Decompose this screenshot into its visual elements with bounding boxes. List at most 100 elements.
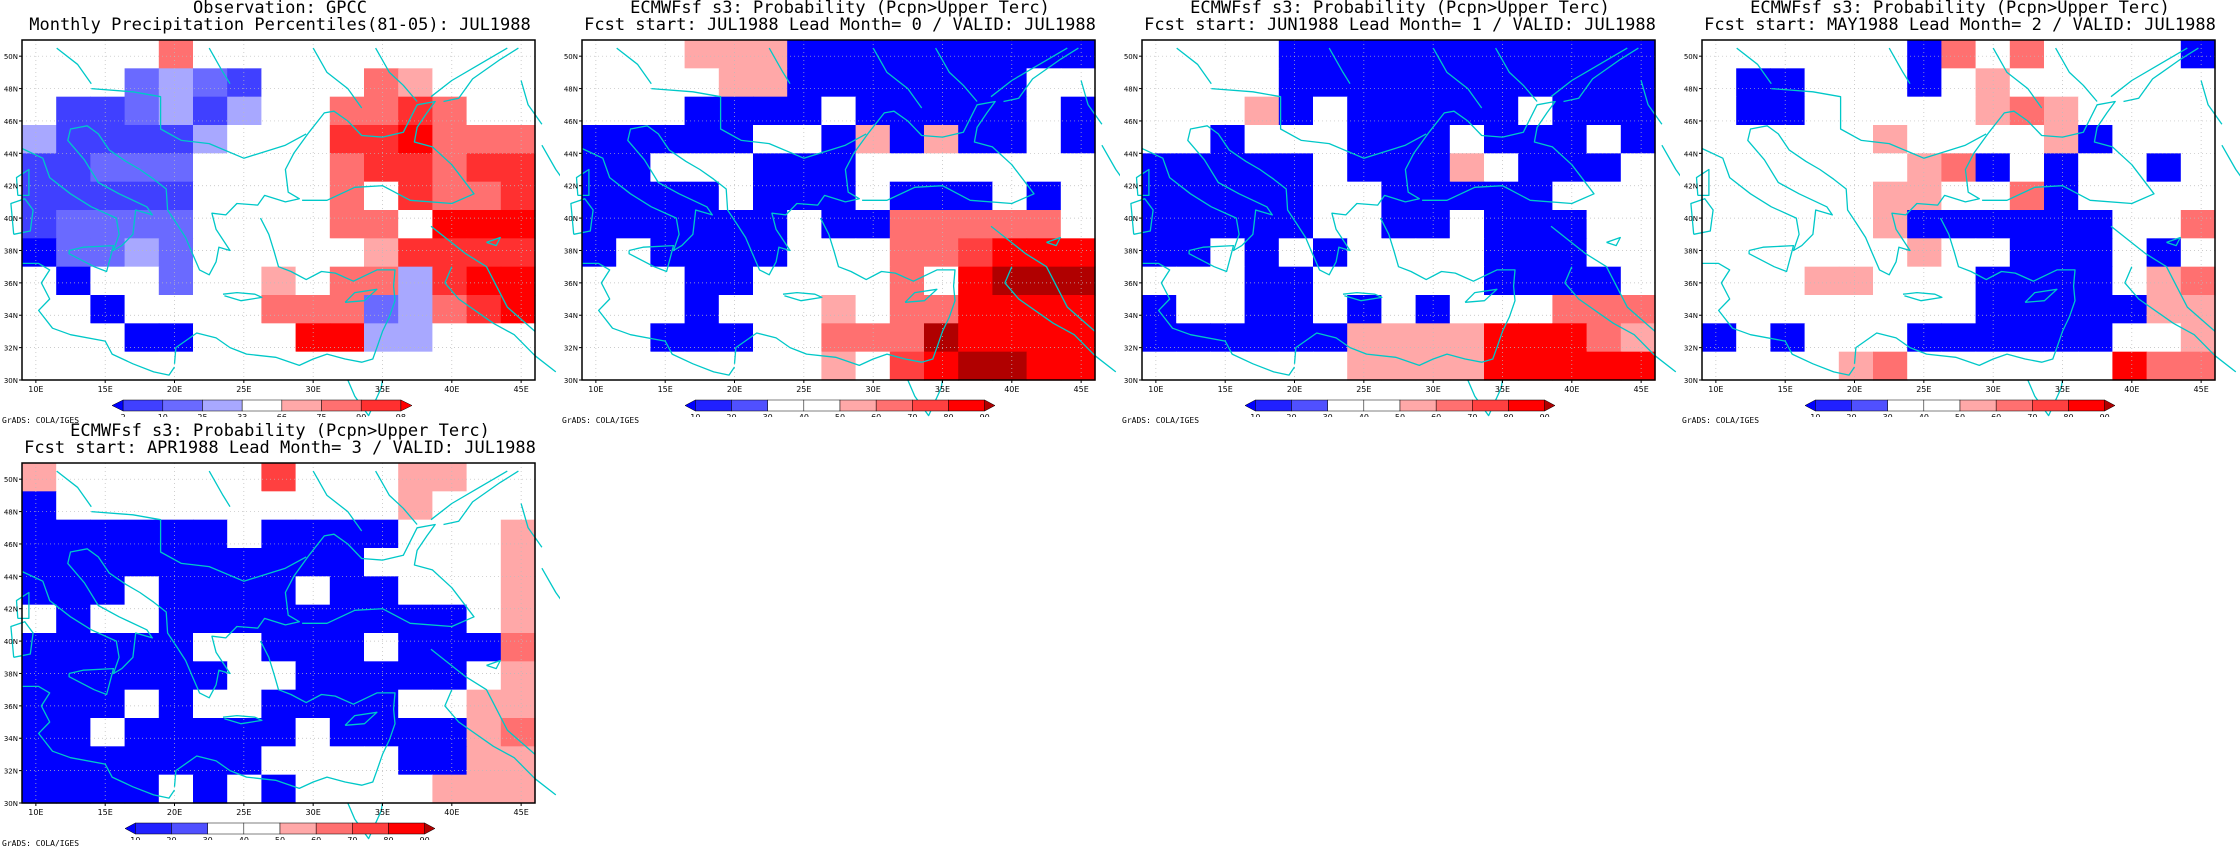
grid-cell: [500, 351, 536, 381]
grid-cell: [582, 266, 617, 296]
lat-tick-label: 42N: [564, 183, 578, 191]
lon-tick-label: 40E: [1564, 385, 1579, 394]
grid-cell: [1552, 351, 1588, 381]
lat-tick-label: 40N: [4, 215, 18, 223]
grid-cell: [924, 295, 959, 324]
legend-label: 90: [1540, 413, 1550, 417]
coastline: [1695, 168, 1710, 197]
grads-credit: GrADS: COLA/IGES: [2, 416, 80, 425]
grid-cell: [2112, 96, 2148, 126]
coastline: [22, 685, 176, 799]
grid-cell: [227, 519, 262, 549]
grid-cell: [1941, 210, 1977, 239]
grid-cell: [2044, 351, 2079, 381]
coastline: [1130, 198, 1154, 235]
color-legend: 2 10 25 33 66 75 90 98: [111, 399, 413, 417]
coastline: [1748, 244, 1795, 273]
grid-cell: [193, 689, 228, 719]
grid-cell: [1941, 238, 1977, 268]
grid-cell: [364, 96, 399, 126]
grid-cell: [1586, 238, 1622, 268]
grid-cell: [1142, 181, 1177, 211]
coastline: [1661, 144, 1680, 177]
coastline: [91, 510, 307, 582]
legend-swatch: [1399, 399, 1437, 412]
grid-cells: [1702, 40, 2216, 381]
legend-label: 30: [203, 836, 213, 840]
grid-cell: [500, 40, 536, 69]
grid-cell: [295, 266, 331, 296]
coastline: [1563, 47, 1639, 103]
grid-cell: [787, 40, 822, 69]
grid-cell: [432, 351, 468, 381]
grid-cell: [1770, 295, 1806, 324]
panel-title: ECMWFsf s3: Probability (Pcpn>Upper Terc…: [1120, 0, 1680, 34]
lat-tick-label: 48N: [4, 86, 18, 94]
grid-cell: [1484, 153, 1519, 183]
grid-cell: [500, 266, 536, 296]
grid-cell: [650, 266, 686, 296]
coastline: [1992, 47, 2043, 109]
grid-cell: [329, 266, 365, 296]
grid-cell: [466, 96, 502, 126]
color-legend: 10 20 30 40 50 60 70 80 90: [124, 822, 436, 840]
lat-tick-label: 36N: [1684, 280, 1698, 288]
legend-label: 60: [871, 413, 881, 417]
coastline: [1495, 47, 1538, 102]
lat-tick-label: 44N: [564, 150, 578, 158]
grid-cell: [1244, 351, 1280, 381]
grid-cell: [1278, 351, 1314, 381]
grid-cell: [1176, 295, 1211, 324]
lat-tick-label: 32N: [4, 768, 18, 776]
grid-cell: [295, 519, 331, 549]
lat-tick-label: 34N: [564, 312, 578, 320]
lon-tick-label: 15E: [98, 385, 113, 394]
grid-cell: [1210, 153, 1246, 183]
grid-cell: [889, 210, 925, 239]
grid-cell: [650, 238, 686, 268]
grid-cell: [1702, 181, 1737, 211]
grid-cell: [2146, 125, 2182, 154]
grid-cell: [90, 96, 126, 126]
grid-cell: [398, 519, 433, 549]
grid-cell: [1026, 181, 1062, 211]
grid-cell: [158, 689, 194, 719]
grid-cell: [616, 351, 651, 381]
grid-cell: [1620, 210, 1656, 239]
grid-cell: [22, 491, 57, 521]
legend-label: 20: [166, 836, 176, 840]
grid-cell: [158, 125, 194, 154]
grid-cell: [466, 774, 502, 804]
grid-cell: [193, 718, 228, 747]
grid-cell: [2078, 68, 2113, 98]
legend-label: 70: [907, 413, 917, 417]
grid-cell: [364, 548, 399, 577]
lon-tick-label: 35E: [935, 385, 950, 394]
grid-cell: [2180, 351, 2216, 381]
grid-cell: [1838, 210, 1874, 239]
grid-cell: [329, 491, 365, 521]
grid-cell: [295, 125, 331, 154]
grid-cell: [466, 746, 502, 776]
grid-cell: [1770, 181, 1806, 211]
coastline: [1003, 47, 1079, 103]
lat-tick-label: 34N: [1684, 312, 1698, 320]
grid-cell: [1586, 153, 1622, 183]
grid-cell: [958, 96, 993, 126]
grid-cell: [124, 548, 160, 577]
grid-cell: [56, 68, 91, 98]
grid-cell: [364, 718, 399, 747]
grid-cell: [398, 238, 433, 268]
grid-cell: [1975, 295, 2011, 324]
grid-cell: [958, 125, 993, 154]
grid-cell: [1941, 40, 1977, 69]
grid-cell: [56, 351, 91, 381]
coastline: [21, 523, 475, 699]
grid-cell: [616, 40, 651, 69]
grid-cell: [227, 774, 262, 804]
grid-cell: [1907, 96, 1942, 126]
grid-cell: [398, 210, 433, 239]
grid-cell: [992, 40, 1028, 69]
lon-tick-label: 30E: [866, 385, 881, 394]
legend-label: 60: [311, 836, 321, 840]
